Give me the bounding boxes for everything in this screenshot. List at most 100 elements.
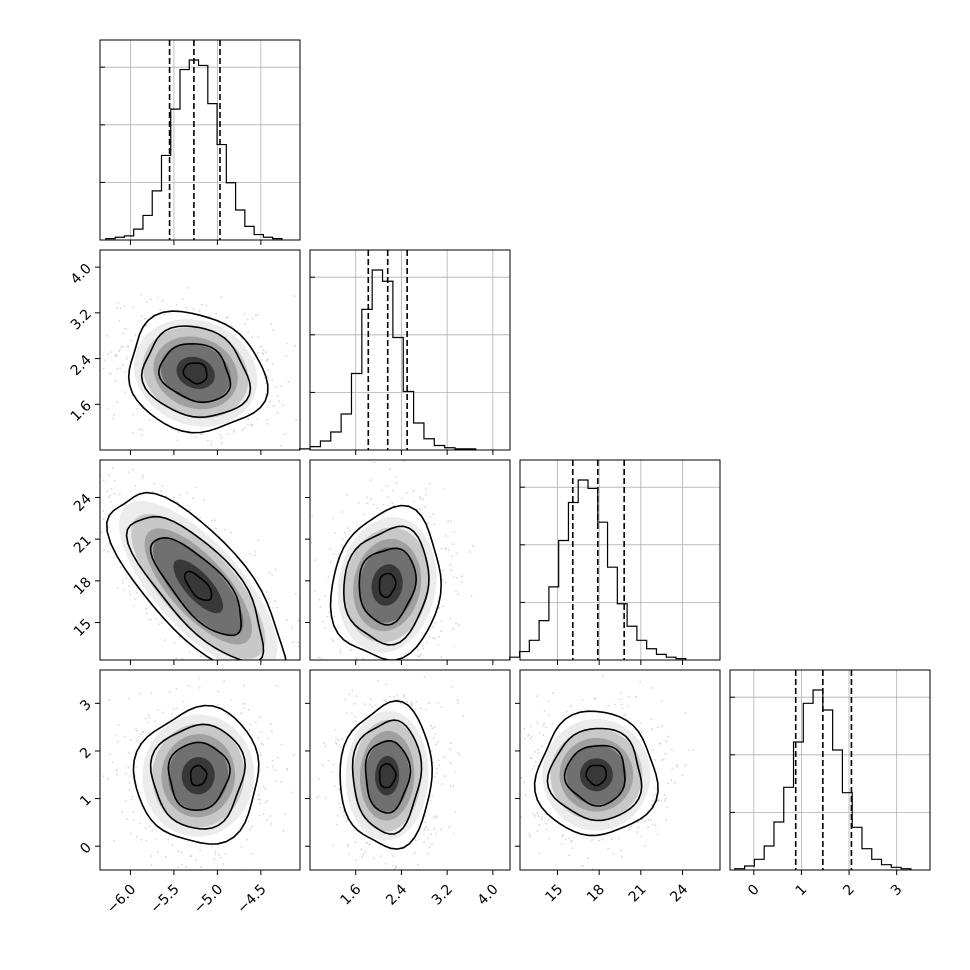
sample-point (248, 728, 251, 731)
sample-point (647, 818, 650, 821)
sample-point (102, 518, 105, 521)
sample-point (344, 692, 346, 694)
sample-point (437, 702, 440, 704)
sample-point (443, 755, 446, 758)
sample-point (173, 496, 175, 499)
sample-point (530, 735, 533, 738)
sample-point (242, 706, 245, 709)
sample-point (140, 429, 143, 431)
contour-line (140, 325, 252, 419)
sample-point (665, 740, 667, 743)
sample-point (323, 742, 325, 744)
sample-point (324, 796, 327, 799)
sample-point (127, 471, 130, 474)
sample-point (294, 700, 296, 702)
sample-point (118, 350, 121, 352)
sample-point (279, 781, 282, 783)
sample-point (233, 667, 235, 669)
sample-point (103, 549, 105, 551)
sample-point (297, 641, 300, 644)
sample-point (523, 737, 526, 740)
sample-point (457, 593, 459, 596)
sample-point (393, 674, 395, 676)
sample-point (136, 835, 138, 838)
panel-content (520, 674, 694, 870)
sample-point (127, 766, 130, 769)
sample-point (108, 496, 110, 498)
sample-point (175, 688, 178, 690)
sample-point (127, 345, 129, 348)
sample-point (285, 354, 288, 357)
sample-point (424, 663, 426, 665)
sample-point (102, 367, 105, 370)
histogram-panel-1 (99, 39, 301, 241)
sample-point (271, 379, 274, 381)
sample-point (116, 401, 118, 403)
sample-point (342, 810, 345, 813)
sample-point (286, 618, 288, 621)
sample-point (347, 845, 349, 848)
sample-point (654, 759, 657, 761)
sample-point (289, 674, 291, 676)
sample-point (373, 461, 375, 464)
sample-point (157, 851, 159, 854)
sample-point (236, 665, 238, 667)
sample-point (295, 695, 297, 697)
sample-point (268, 597, 270, 600)
sample-point (141, 434, 144, 436)
sample-point (168, 690, 171, 693)
sample-point (134, 333, 137, 336)
sample-point (461, 575, 463, 578)
sample-point (265, 591, 268, 593)
sample-point (125, 357, 128, 360)
sample-point (272, 765, 274, 768)
sample-point (264, 787, 267, 790)
sample-point (440, 783, 443, 785)
sample-point (449, 563, 452, 566)
sample-point (330, 561, 332, 563)
sample-point (129, 593, 132, 596)
sample-point (561, 835, 564, 838)
sample-point (145, 839, 148, 842)
sample-point (650, 686, 653, 689)
sample-point (284, 432, 286, 435)
sample-point (149, 298, 152, 300)
sample-point (333, 615, 336, 618)
panel-frame (309, 669, 511, 871)
sample-point (270, 823, 273, 825)
sample-point (528, 833, 530, 836)
sample-point (369, 843, 372, 846)
sample-point (449, 617, 451, 620)
sample-point (456, 699, 459, 702)
sample-point (107, 542, 110, 545)
sample-point (88, 470, 90, 472)
sample-point (534, 815, 537, 817)
sample-point (229, 665, 231, 667)
sample-point (452, 543, 454, 545)
sample-point (254, 551, 257, 553)
sample-point (365, 841, 368, 844)
sample-point (275, 780, 278, 782)
sample-point (116, 368, 118, 371)
sample-point (661, 725, 663, 728)
sample-point (370, 698, 372, 700)
sample-point (667, 735, 669, 738)
sample-point (293, 754, 295, 756)
sample-point (646, 736, 648, 739)
sample-point (380, 689, 382, 691)
sample-point (144, 717, 147, 720)
sample-point (383, 699, 386, 702)
sample-point (214, 853, 217, 856)
sample-point (389, 696, 391, 698)
sample-point (547, 700, 550, 703)
sample-point (251, 336, 253, 338)
sample-point (434, 775, 437, 778)
sample-point (442, 605, 445, 608)
sample-point (161, 622, 163, 624)
sample-point (621, 707, 624, 710)
sample-point (119, 493, 121, 496)
sample-point (639, 680, 641, 683)
sample-point (260, 345, 263, 347)
sample-point (304, 634, 306, 636)
